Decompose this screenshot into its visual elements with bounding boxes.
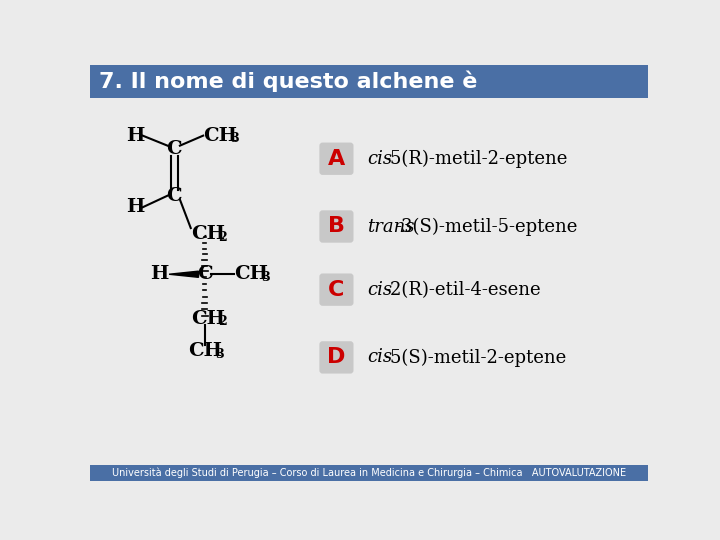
Text: -2(R)-etil-4-esene: -2(R)-etil-4-esene (384, 281, 541, 299)
Text: cis: cis (367, 150, 392, 168)
Text: 7. Il nome di questo alchene è: 7. Il nome di questo alchene è (99, 71, 477, 92)
Text: C: C (328, 280, 345, 300)
Text: D: D (328, 347, 346, 367)
Text: CH: CH (234, 265, 269, 284)
Text: 3: 3 (230, 132, 239, 145)
Text: H: H (126, 198, 144, 216)
Text: Università degli Studi di Perugia – Corso di Laurea in Medicina e Chirurgia – Ch: Università degli Studi di Perugia – Cors… (112, 468, 626, 478)
Text: -3(S)-metil-5-eptene: -3(S)-metil-5-eptene (395, 218, 577, 235)
FancyBboxPatch shape (90, 65, 648, 98)
Text: CH: CH (191, 310, 225, 328)
FancyBboxPatch shape (320, 143, 354, 175)
Polygon shape (169, 271, 199, 278)
Text: 3: 3 (261, 271, 270, 284)
Text: 2: 2 (218, 315, 227, 328)
Text: 2: 2 (218, 231, 227, 244)
Text: C: C (166, 140, 181, 159)
Text: CH: CH (191, 225, 225, 243)
Text: -5(S)-metil-2-eptene: -5(S)-metil-2-eptene (384, 348, 567, 367)
Text: CH: CH (203, 127, 237, 145)
FancyBboxPatch shape (90, 465, 648, 481)
Text: C: C (197, 265, 212, 284)
Text: A: A (328, 148, 345, 168)
Text: -5(R)-metil-2-eptene: -5(R)-metil-2-eptene (384, 150, 567, 168)
FancyBboxPatch shape (320, 341, 354, 374)
Text: B: B (328, 217, 345, 237)
Text: C: C (166, 187, 181, 205)
FancyBboxPatch shape (320, 273, 354, 306)
Text: H: H (126, 127, 144, 145)
Text: cis: cis (367, 348, 392, 367)
Text: trans: trans (367, 218, 415, 235)
Text: 3: 3 (215, 348, 223, 361)
Text: CH: CH (188, 342, 222, 360)
Text: cis: cis (367, 281, 392, 299)
FancyBboxPatch shape (320, 211, 354, 242)
Text: H: H (150, 265, 169, 284)
